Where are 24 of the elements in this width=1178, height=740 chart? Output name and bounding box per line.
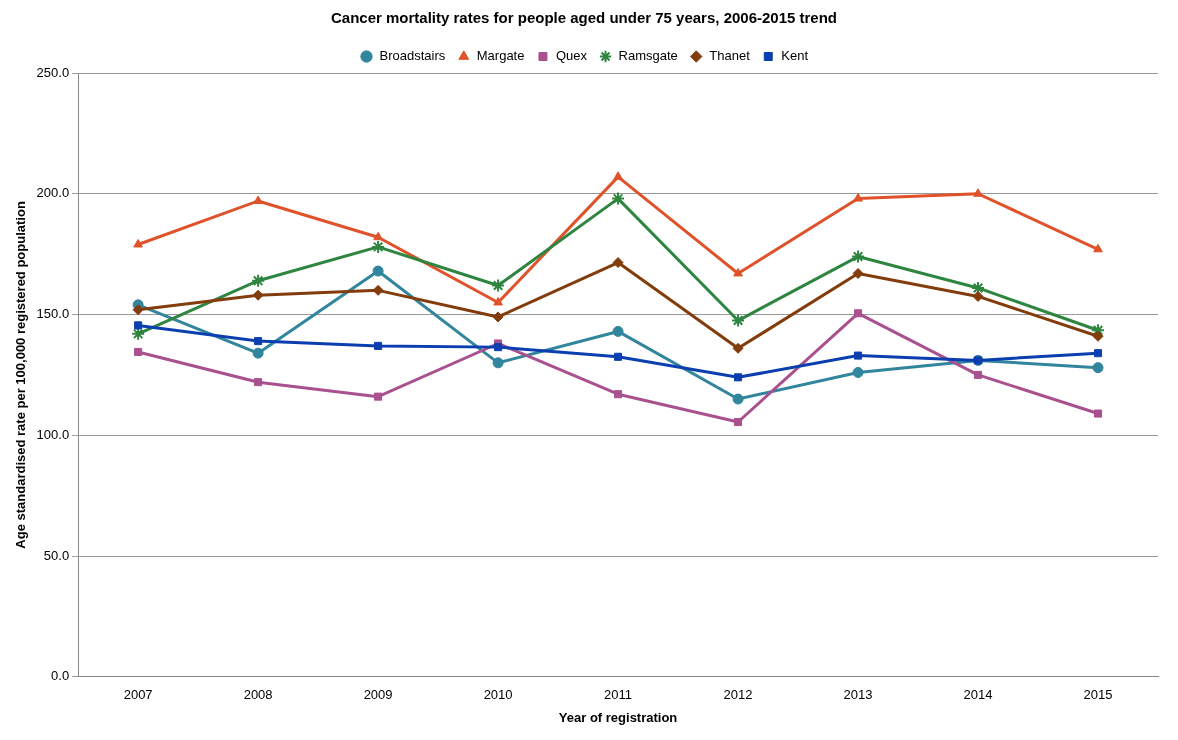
legend-label: Quex: [555, 48, 588, 64]
x-tick-label: 2014: [963, 687, 993, 703]
legend-label: Broadstairs: [379, 48, 446, 64]
x-tick-label: 2013: [843, 687, 873, 703]
y-tick-label: 0.0: [51, 668, 70, 684]
x-tick-label: 2015: [1083, 687, 1113, 703]
x-tick-label: 2012: [723, 687, 753, 703]
y-tick-label: 50.0: [43, 547, 70, 563]
x-axis-title: Year of registration: [558, 709, 678, 725]
chart-title: Cancer mortality rates for people aged under 75 years, 2006-2015 trend: [330, 9, 838, 27]
x-tick-label: 2011: [604, 687, 633, 703]
y-axis-title: Age standardised rate per 100,000 registered population: [13, 201, 29, 549]
y-tick-label: 200.0: [36, 185, 70, 201]
legend-label: Thanet: [709, 48, 751, 64]
y-tick-label: 150.0: [36, 306, 70, 322]
legend-label: Ramsgate: [618, 48, 678, 64]
x-tick-label: 2008: [243, 687, 273, 703]
y-tick-label: 100.0: [36, 426, 70, 442]
x-tick-label: 2010: [483, 687, 513, 703]
legend-label: Kent: [781, 48, 809, 64]
x-tick-label: 2009: [363, 687, 393, 703]
y-tick-label: 250.0: [36, 64, 70, 80]
x-tick-label: 2007: [123, 687, 153, 703]
legend-label: Margate: [476, 48, 525, 64]
